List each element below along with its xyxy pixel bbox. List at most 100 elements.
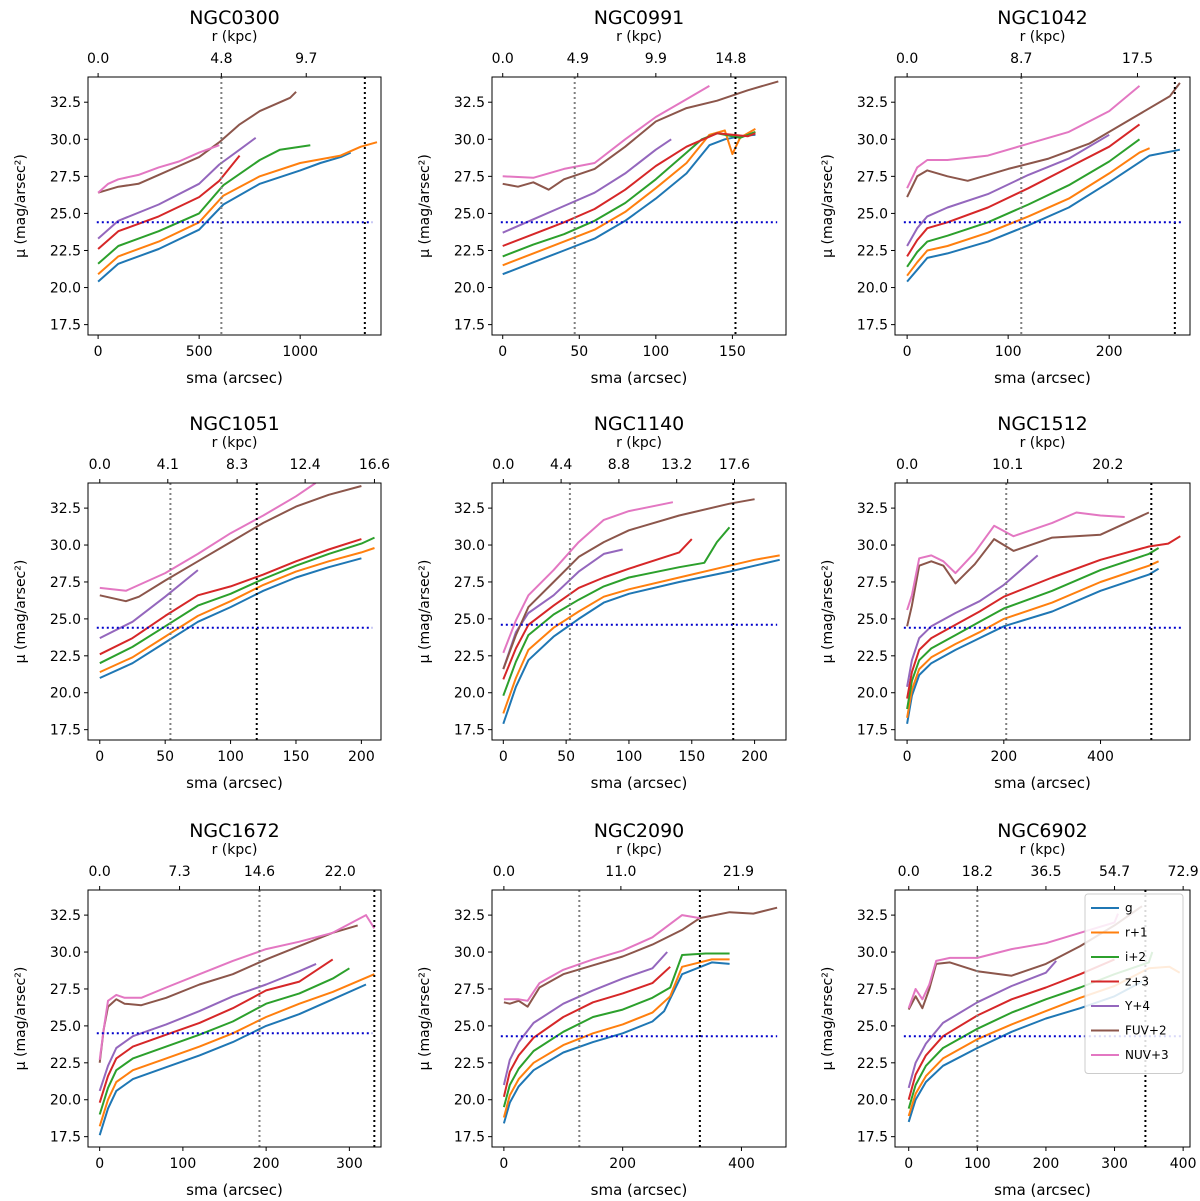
series-line-fuvp2 xyxy=(906,511,1150,627)
y-tick-label: 22.5 xyxy=(50,649,81,665)
series-line-g xyxy=(502,961,730,1124)
x-tick-label: 100 xyxy=(642,344,669,360)
top-tick-label: 0.0 xyxy=(89,864,111,880)
x-tick-label: 150 xyxy=(719,344,746,360)
x-tick-label: 100 xyxy=(170,1156,197,1172)
series-line-yp4 xyxy=(906,133,1110,247)
axes-frame xyxy=(491,482,787,741)
x-tick-label: 400 xyxy=(728,1156,755,1172)
y-tick-label: 20.0 xyxy=(50,281,81,297)
x-tick-label: 400 xyxy=(1087,749,1114,765)
legend-label: NUV+3 xyxy=(1125,1048,1169,1062)
series-group xyxy=(500,890,778,1147)
y-tick-label: 20.0 xyxy=(857,686,888,702)
top-tick-label: 0.0 xyxy=(896,457,918,473)
y-tick-label: 32.5 xyxy=(857,501,888,517)
y-tick-label: 25.0 xyxy=(50,612,81,628)
x-tick-label: 200 xyxy=(253,1156,280,1172)
series-line-ip2 xyxy=(97,144,311,265)
y-tick-label: 25.0 xyxy=(50,1019,81,1035)
x-tick-label: 0 xyxy=(904,1156,913,1172)
y-tick-label: 20.0 xyxy=(454,686,485,702)
top-tick-label: 72.9 xyxy=(1168,864,1199,880)
series-line-yp4 xyxy=(97,136,257,240)
y-tick-label: 22.5 xyxy=(454,1056,485,1072)
series-line-zp3 xyxy=(906,123,1141,257)
y-tick-label: 17.5 xyxy=(857,318,888,334)
y-tick-label: 27.5 xyxy=(454,169,485,185)
top-tick-label: 17.6 xyxy=(719,457,750,473)
y-axis-label: μ (mag/arsec²) xyxy=(417,154,433,258)
x-tick-label: 200 xyxy=(348,749,375,765)
legend: g r+1 i+2 z+3 Y+4 FUV+2 NUV+3 xyxy=(1084,893,1184,1074)
series-line-ip2 xyxy=(502,130,756,258)
top-tick-label: 0.0 xyxy=(89,457,111,473)
top-tick-label: 20.2 xyxy=(1092,457,1123,473)
y-tick-label: 32.5 xyxy=(50,95,81,111)
series-group xyxy=(500,77,779,335)
series-group xyxy=(903,77,1182,335)
series-line-zp3 xyxy=(98,958,334,1103)
y-tick-label: 30.0 xyxy=(50,132,81,148)
y-axis-label: μ (mag/arsec²) xyxy=(13,560,29,664)
y-tick-label: 25.0 xyxy=(454,206,485,222)
y-tick-label: 27.5 xyxy=(857,575,888,591)
top-tick-label: 7.3 xyxy=(168,864,190,880)
subplot-title: NGC1042 xyxy=(997,7,1088,29)
y-tick-label: 30.0 xyxy=(50,945,81,961)
top-tick-label: 18.2 xyxy=(962,864,993,880)
y-tick-label: 32.5 xyxy=(857,95,888,111)
top-axis-label: r (kpc) xyxy=(1020,29,1066,45)
series-group xyxy=(500,483,780,740)
x-tick-label: 200 xyxy=(990,749,1017,765)
x-tick-label: 200 xyxy=(609,1156,636,1172)
y-tick-label: 32.5 xyxy=(50,501,81,517)
legend-label: r+1 xyxy=(1125,926,1148,940)
series-group xyxy=(96,483,375,740)
series-line-g xyxy=(906,567,1160,724)
y-tick-label: 27.5 xyxy=(857,169,888,185)
y-tick-label: 25.0 xyxy=(857,612,888,628)
series-group xyxy=(903,483,1182,740)
x-tick-label: 100 xyxy=(995,344,1022,360)
y-axis-label: μ (mag/arsec²) xyxy=(417,560,433,664)
subplot-title: NGC1672 xyxy=(189,820,280,842)
x-axis-label: sma (arcsec) xyxy=(994,369,1091,387)
series-line-fuvp2 xyxy=(502,498,755,670)
series-group xyxy=(96,890,376,1147)
y-tick-label: 27.5 xyxy=(454,982,485,998)
series-line-ip2 xyxy=(906,547,1160,710)
series-line-yp4 xyxy=(98,962,317,1092)
legend-label: z+3 xyxy=(1125,975,1149,989)
x-tick-label: 0 xyxy=(95,1156,104,1172)
legend-label: FUV+2 xyxy=(1125,1024,1167,1038)
top-tick-label: 4.8 xyxy=(210,51,232,67)
y-tick-label: 25.0 xyxy=(857,1019,888,1035)
subplot-title: NGC1512 xyxy=(997,413,1088,435)
x-tick-label: 100 xyxy=(616,749,643,765)
series-line-ip2 xyxy=(906,138,1141,268)
y-tick-label: 30.0 xyxy=(857,132,888,148)
top-axis-label: r (kpc) xyxy=(616,842,662,858)
legend-label: g xyxy=(1125,901,1133,915)
x-tick-label: 200 xyxy=(741,749,768,765)
y-tick-label: 17.5 xyxy=(50,318,81,334)
top-axis-label: r (kpc) xyxy=(212,842,258,858)
series-line-rp1 xyxy=(98,973,375,1127)
subplot-title: NGC2090 xyxy=(594,820,685,842)
top-tick-label: 54.7 xyxy=(1099,864,1130,880)
series-line-ip2 xyxy=(502,952,730,1108)
top-tick-label: 9.9 xyxy=(645,51,667,67)
series-group xyxy=(96,77,378,335)
x-tick-label: 100 xyxy=(964,1156,991,1172)
top-axis-label: r (kpc) xyxy=(212,29,258,45)
subplot-title: NGC1140 xyxy=(594,413,685,435)
series-line-g xyxy=(98,983,367,1136)
axes-frame xyxy=(894,76,1191,336)
axes-frame xyxy=(491,76,787,336)
y-tick-label: 17.5 xyxy=(454,723,485,739)
y-tick-label: 32.5 xyxy=(857,908,888,924)
